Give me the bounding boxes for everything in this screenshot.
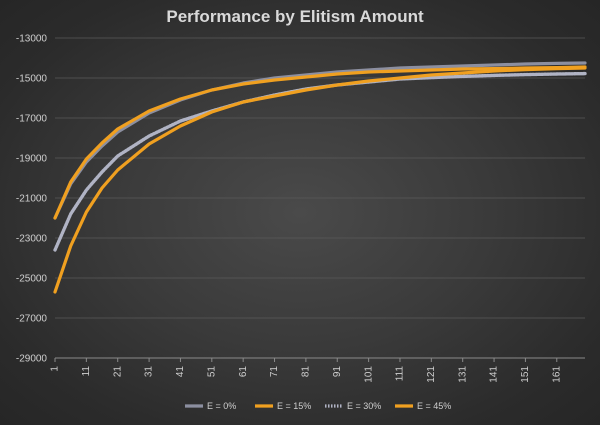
y-tick-label: -27000 (16, 314, 48, 325)
y-tick-label: -23000 (16, 234, 48, 245)
x-tick-label: 101 (363, 366, 374, 383)
y-axis: -13000 -15000 -17000 -19000 -21000 -23000 -250… (16, 34, 48, 365)
y-tick-label: -17000 (16, 114, 48, 125)
x-tick-label: 91 (332, 366, 343, 378)
y-tick-label: -19000 (16, 154, 48, 165)
x-tick-label: 51 (206, 366, 217, 378)
y-tick-label: -29000 (16, 354, 48, 365)
x-tick-label: 121 (426, 366, 437, 383)
legend-label: E = 15% (277, 401, 311, 411)
x-tick-label: 1 (50, 366, 61, 372)
series-line-3 (53, 71, 587, 252)
x-tick-label: 31 (144, 366, 155, 378)
series-lines (53, 61, 587, 294)
y-tick-label: -21000 (16, 194, 48, 205)
x-tick-label: 161 (551, 366, 562, 383)
series-line-4 (53, 66, 587, 294)
x-tick-label: 81 (301, 366, 312, 378)
x-tick-label: 131 (457, 366, 468, 383)
series-line-2 (53, 65, 587, 220)
x-tick-label: 71 (269, 366, 280, 378)
y-tick-label: -13000 (16, 34, 48, 45)
legend: E = 0% E = 15% E = 30% E = 45% (185, 401, 451, 411)
chart-title: Performance by Elitism Amount (166, 7, 424, 26)
y-tick-label: -25000 (16, 274, 48, 285)
x-tick-label: 11 (81, 366, 92, 377)
x-tick-label: 61 (238, 366, 249, 378)
x-axis: 1 11 21 31 41 51 61 71 81 91 101 111 121 131 141 151 161 (50, 357, 585, 383)
legend-label: E = 30% (347, 401, 381, 411)
legend-label: E = 45% (417, 401, 451, 411)
x-tick-label: 41 (175, 366, 186, 378)
x-tick-label: 151 (520, 366, 531, 383)
x-tick-label: 21 (112, 366, 123, 378)
x-tick-label: 111 (395, 366, 406, 382)
series-line-1 (53, 61, 587, 220)
y-tick-label: -15000 (16, 74, 48, 85)
legend-label: E = 0% (207, 401, 236, 411)
x-tick-label: 141 (489, 366, 500, 383)
